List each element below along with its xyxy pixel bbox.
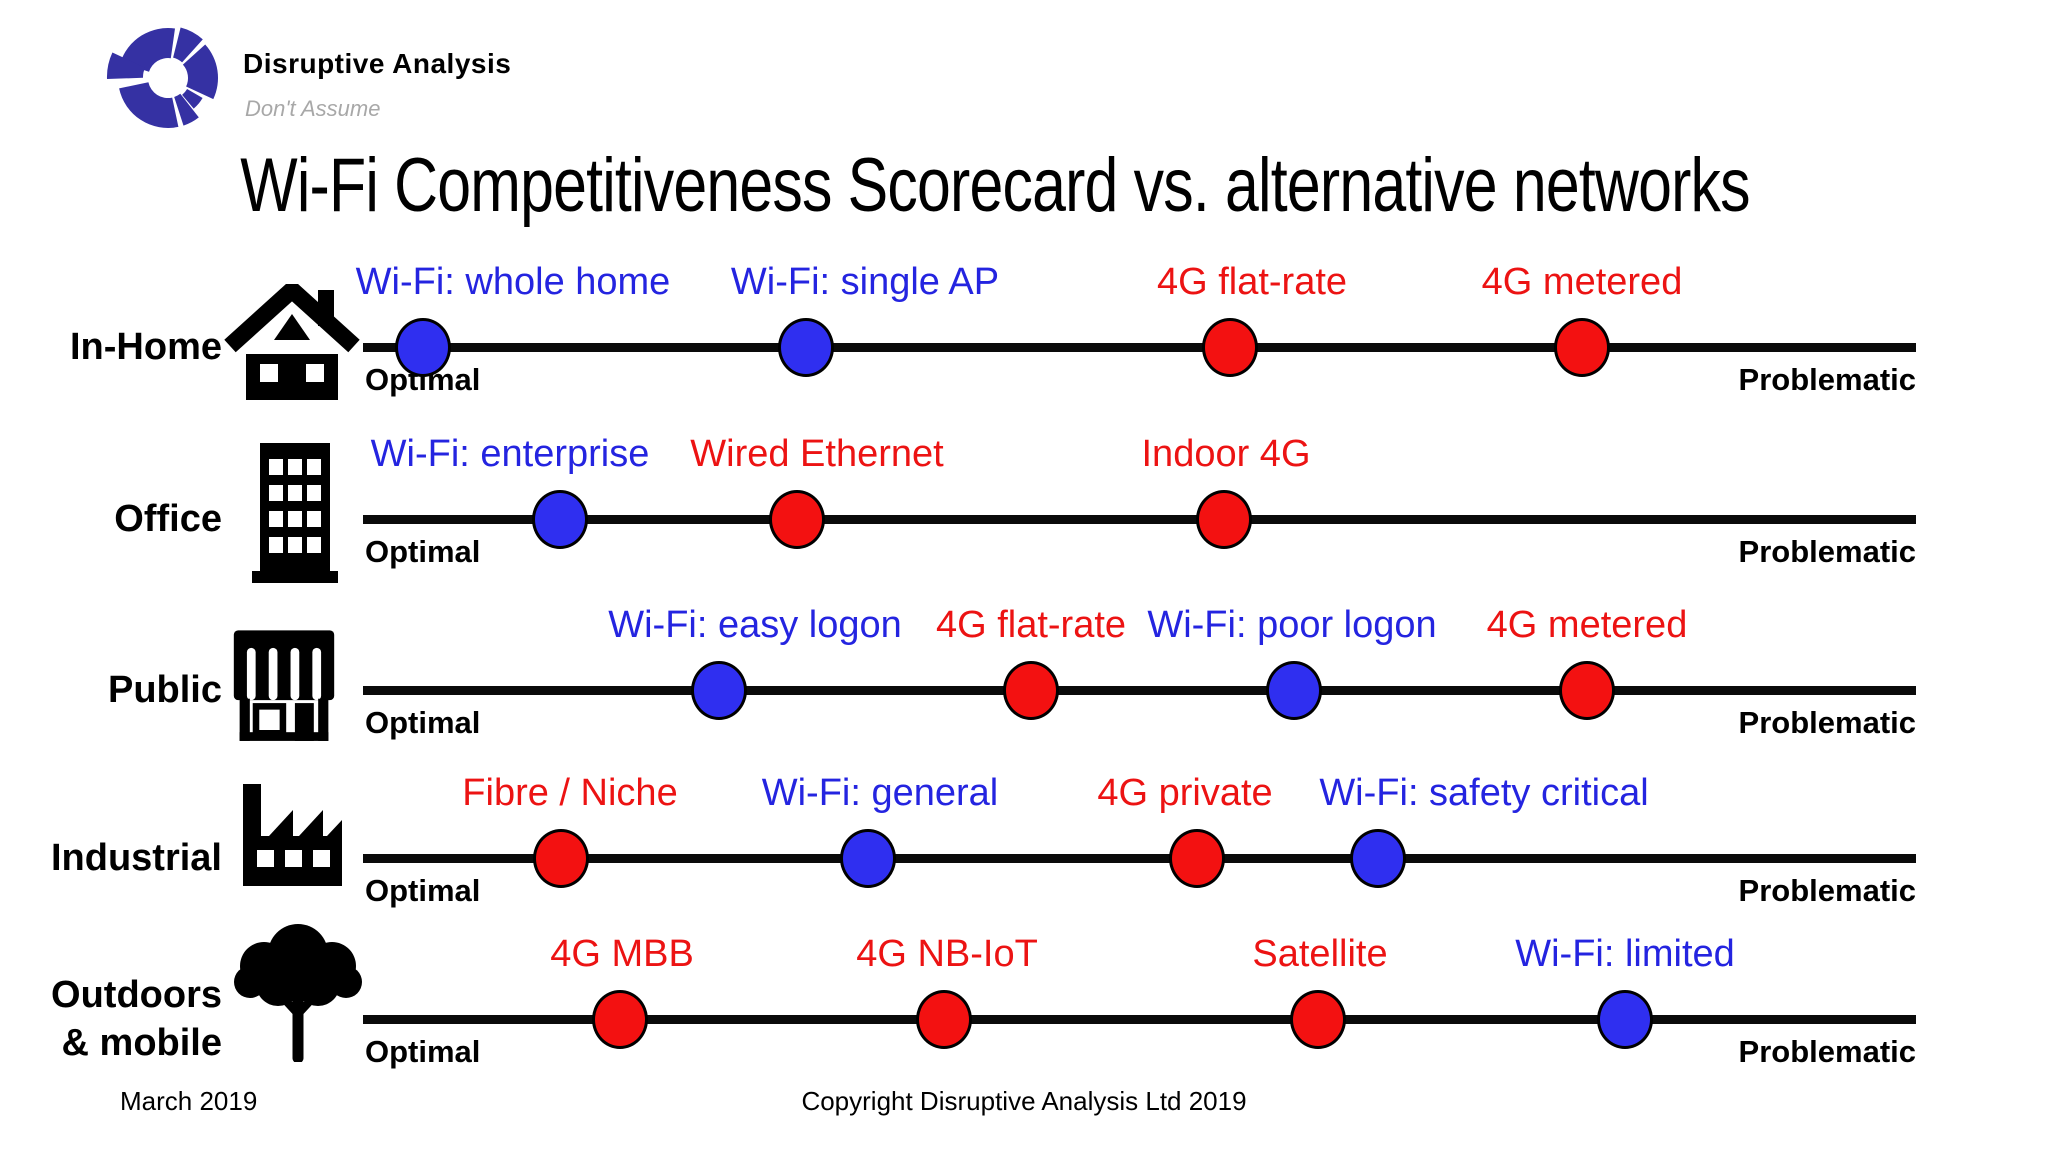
scorecard-dot-wifi: [532, 490, 588, 549]
scorecard-dot-alt: [769, 490, 825, 549]
logo-segment: [120, 27, 175, 72]
category-label-line: In-Home: [70, 326, 222, 368]
scorecard-dot-alt: [533, 829, 589, 888]
office-icon: [252, 443, 338, 583]
dot-label: Wi-Fi: single AP: [730, 261, 1000, 303]
row-line: [363, 343, 1916, 352]
row-line: [363, 1015, 1916, 1024]
row-line: [363, 515, 1916, 524]
dot-label: 4G metered: [1486, 604, 1688, 646]
dot-label: Wi-Fi: easy logon: [608, 604, 902, 646]
slide-title: Wi-Fi Competitiveness Scorecard vs. alte…: [240, 143, 1750, 228]
dot-label: Wi-Fi: poor logon: [1147, 604, 1437, 646]
dot-label: 4G NB-IoT: [856, 933, 1038, 975]
scorecard-dot-alt: [1196, 490, 1252, 549]
disruptive-analysis-logo-icon: [106, 27, 219, 128]
scorecard-dot-wifi: [1350, 829, 1406, 888]
dot-label: 4G MBB: [550, 933, 694, 975]
scorecard-dot-wifi: [1597, 990, 1653, 1049]
scorecard-dot-alt: [1169, 829, 1225, 888]
dot-label: 4G private: [1097, 772, 1273, 814]
scorecard-dot-wifi: [395, 318, 451, 377]
logo-segment: [106, 52, 146, 79]
dot-label: Wired Ethernet: [690, 433, 944, 475]
logo-segment: [174, 93, 199, 126]
category-label: In-Home: [28, 323, 222, 371]
row-line: [363, 854, 1916, 863]
logo-segment: [182, 44, 219, 100]
problematic-label: Problematic: [1738, 534, 1916, 569]
problematic-label: Problematic: [1738, 362, 1916, 397]
category-label-line: Office: [114, 498, 222, 540]
dot-label: Wi-Fi: safety critical: [1319, 772, 1649, 814]
problematic-label: Problematic: [1738, 873, 1916, 908]
dot-label: Indoor 4G: [1141, 433, 1311, 475]
category-label: Outdoors & mobile: [28, 971, 222, 1067]
scorecard-dot-alt: [1202, 318, 1258, 377]
scorecard-dot-alt: [1003, 661, 1059, 720]
category-label-line: & mobile: [61, 1022, 222, 1064]
logo-segment: [119, 82, 179, 128]
category-label-line: Outdoors: [51, 974, 222, 1016]
logo-tagline: Don't Assume: [245, 96, 381, 121]
scorecard-dot-wifi: [1266, 661, 1322, 720]
scorecard-dot-wifi: [778, 318, 834, 377]
category-label: Public: [28, 666, 222, 714]
scorecard-dot-alt: [1554, 318, 1610, 377]
dot-label: 4G metered: [1481, 261, 1683, 303]
row-line: [363, 686, 1916, 695]
problematic-label: Problematic: [1738, 1034, 1916, 1069]
scorecard-dot-wifi: [691, 661, 747, 720]
dot-label: Fibre / Niche: [462, 772, 678, 814]
dot-label: Wi-Fi: whole home: [355, 261, 671, 303]
category-label: Office: [28, 495, 222, 543]
house-icon: [224, 284, 360, 400]
dot-label: Wi-Fi: general: [761, 772, 999, 814]
category-label-line: Public: [107, 669, 222, 711]
problematic-label: Problematic: [1738, 705, 1916, 740]
footer-date: March 2019: [120, 1086, 258, 1116]
optimal-label: Optimal: [365, 705, 481, 740]
category-label: Industrial: [28, 834, 222, 882]
dot-label: 4G flat-rate: [1156, 261, 1348, 303]
logo-brand-name: Disruptive Analysis: [243, 48, 512, 79]
scorecard-dot-alt: [1290, 990, 1346, 1049]
optimal-label: Optimal: [365, 1034, 481, 1069]
tree-icon: [234, 924, 362, 1062]
footer-copyright: Copyright Disruptive Analysis Ltd 2019: [801, 1086, 1247, 1116]
dot-label: Satellite: [1252, 933, 1388, 975]
optimal-label: Optimal: [365, 873, 481, 908]
optimal-label: Optimal: [365, 534, 481, 569]
dot-label: Wi-Fi: limited: [1515, 933, 1735, 975]
scorecard-dot-wifi: [840, 829, 896, 888]
logo-segment: [182, 89, 203, 109]
store-icon: [233, 630, 335, 741]
logo-segment: [173, 27, 203, 63]
scorecard-dot-alt: [1559, 661, 1615, 720]
dot-label: 4G flat-rate: [935, 604, 1127, 646]
scorecard-dot-alt: [592, 990, 648, 1049]
scorecard-dot-alt: [916, 990, 972, 1049]
category-label-line: Industrial: [50, 837, 222, 879]
factory-icon: [243, 784, 342, 886]
dot-label: Wi-Fi: enterprise: [370, 433, 650, 475]
